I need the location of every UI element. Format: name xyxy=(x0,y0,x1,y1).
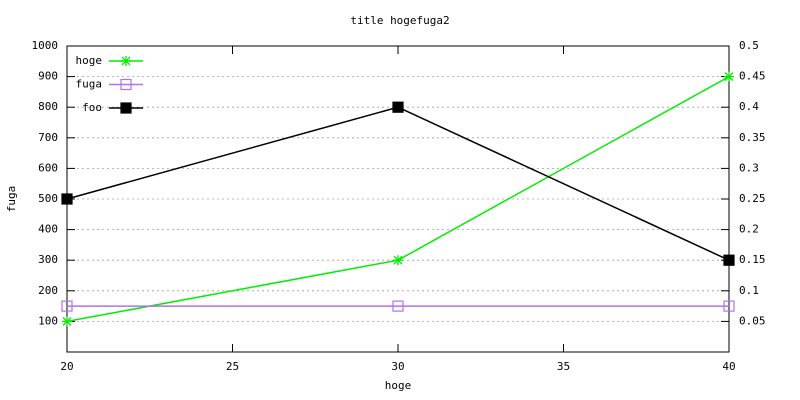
legend-marker xyxy=(120,102,132,114)
y-axis-label: fuga xyxy=(5,186,18,213)
y2-tick-label: 0.35 xyxy=(739,131,766,144)
legend-label: hoge xyxy=(76,54,103,67)
point xyxy=(62,316,72,327)
y2-tick-label: 0.2 xyxy=(739,223,759,236)
y-tick-label: 300 xyxy=(38,253,58,266)
y2-tick-label: 0.3 xyxy=(739,161,759,174)
point xyxy=(392,300,404,312)
legend-marker xyxy=(121,56,131,66)
x-tick-label: 25 xyxy=(226,360,239,373)
y-tick-label: 800 xyxy=(38,100,58,113)
x-tick-label: 35 xyxy=(557,360,570,373)
series-line xyxy=(66,106,730,261)
y2-tick-label: 0.05 xyxy=(739,314,766,327)
y2-tick-label: 0.1 xyxy=(739,284,759,297)
point xyxy=(61,300,73,312)
point xyxy=(61,193,73,205)
y2-tick-label: 0.25 xyxy=(739,192,766,205)
y-tick-label: 700 xyxy=(38,131,58,144)
point xyxy=(724,71,734,82)
y-tick-label: 600 xyxy=(38,161,58,174)
x-tick-label: 40 xyxy=(722,360,735,373)
y-tick-label: 400 xyxy=(38,223,58,236)
y-tick-label: 100 xyxy=(38,314,58,327)
chart-title: title hogefuga2 xyxy=(350,14,449,27)
legend-label: fuga xyxy=(76,78,103,91)
x-tick-label: 20 xyxy=(60,360,73,373)
y-tick-label: 200 xyxy=(38,284,58,297)
x-tick-label: 30 xyxy=(391,360,404,373)
x-axis-label: hoge xyxy=(385,379,412,392)
legend-marker xyxy=(120,78,132,91)
y-tick-label: 1000 xyxy=(32,39,59,52)
y2-tick-label: 0.45 xyxy=(739,70,766,83)
y-tick-label: 900 xyxy=(38,70,58,83)
point xyxy=(723,300,735,312)
y2-tick-label: 0.5 xyxy=(739,39,759,52)
y-tick-label: 500 xyxy=(38,192,58,205)
point xyxy=(393,255,403,266)
point xyxy=(723,254,735,266)
y2-tick-label: 0.4 xyxy=(739,100,759,113)
legend-label: foo xyxy=(82,101,102,114)
y2-tick-label: 0.15 xyxy=(739,253,766,266)
point xyxy=(392,101,404,113)
